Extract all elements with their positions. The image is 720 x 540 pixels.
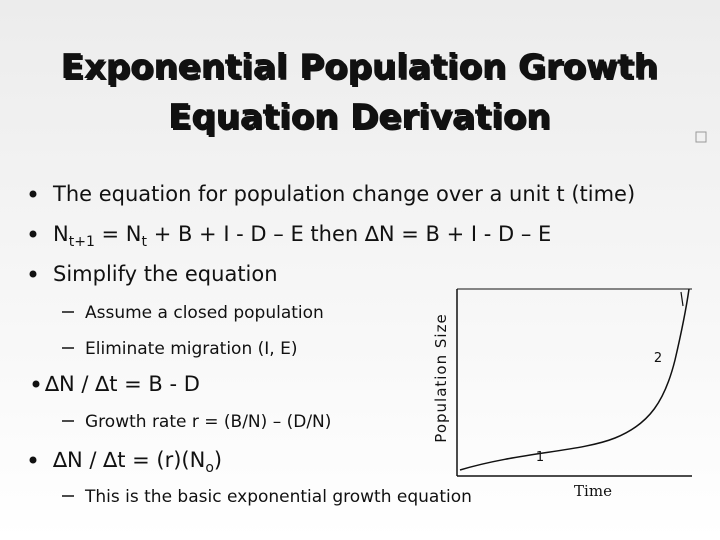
growth-graph: Population Size Time 1 2 <box>432 288 692 500</box>
growth-curve <box>459 288 690 471</box>
bullet <box>29 456 37 464</box>
x-axis-label: Time <box>574 482 612 500</box>
phase-label: 1 <box>536 450 544 465</box>
curve-tick <box>680 291 684 307</box>
text-segment: Eliminate migration (I, E) <box>85 339 297 359</box>
bullet <box>29 230 37 238</box>
text-segment: t+1 <box>69 234 95 250</box>
bullet <box>29 270 37 278</box>
bullet-text: ∆N / ∆t = B - D <box>44 372 200 396</box>
title-shadow: Exponential Population Growth <box>62 49 659 89</box>
title-line: Exponential Population Growth <box>60 47 657 87</box>
text-segment: = N <box>95 222 142 246</box>
text-segment: Simplify the equation <box>53 262 278 286</box>
bullet-text: The equation for population change over … <box>52 182 635 206</box>
phase-label: 2 <box>654 351 662 366</box>
bullet-text: ∆N / ∆t = (r)(No) <box>52 448 222 476</box>
text-segment: N <box>53 222 69 246</box>
text-segment: This is the basic exponential growth equ… <box>84 487 472 507</box>
sub-bullet-text: Eliminate migration (I, E) <box>85 339 297 359</box>
sub-bullet-text: This is the basic exponential growth equ… <box>84 487 472 507</box>
text-segment: o <box>205 460 214 476</box>
sub-bullet-text: Assume a closed population <box>85 303 324 323</box>
bullet-text: Nt+1 = Nt + B + I - D – E then ∆N = B + … <box>53 222 551 250</box>
bullet <box>32 380 40 388</box>
bullet <box>29 190 37 198</box>
title-shadow: Equation Derivation <box>170 99 552 139</box>
title-line: Equation Derivation <box>168 97 550 137</box>
corner-box <box>695 131 707 143</box>
text-segment: ∆N / ∆t = B - D <box>44 372 200 396</box>
bullet-text: Simplify the equation <box>53 262 278 286</box>
y-axis-label: Population Size <box>432 313 450 442</box>
text-segment: ∆N / ∆t = (r)(N <box>52 448 205 472</box>
text-segment: t <box>142 234 148 250</box>
text-segment: The equation for population change over … <box>52 182 635 206</box>
text-segment: Assume a closed population <box>85 303 324 323</box>
text-segment: Growth rate r = (B/N) – (D/N) <box>85 412 331 432</box>
sub-bullet-text: Growth rate r = (B/N) – (D/N) <box>85 412 331 432</box>
text-segment: + B + I - D – E then ∆N = B + I - D – E <box>147 222 551 246</box>
text-segment: ) <box>214 448 222 472</box>
